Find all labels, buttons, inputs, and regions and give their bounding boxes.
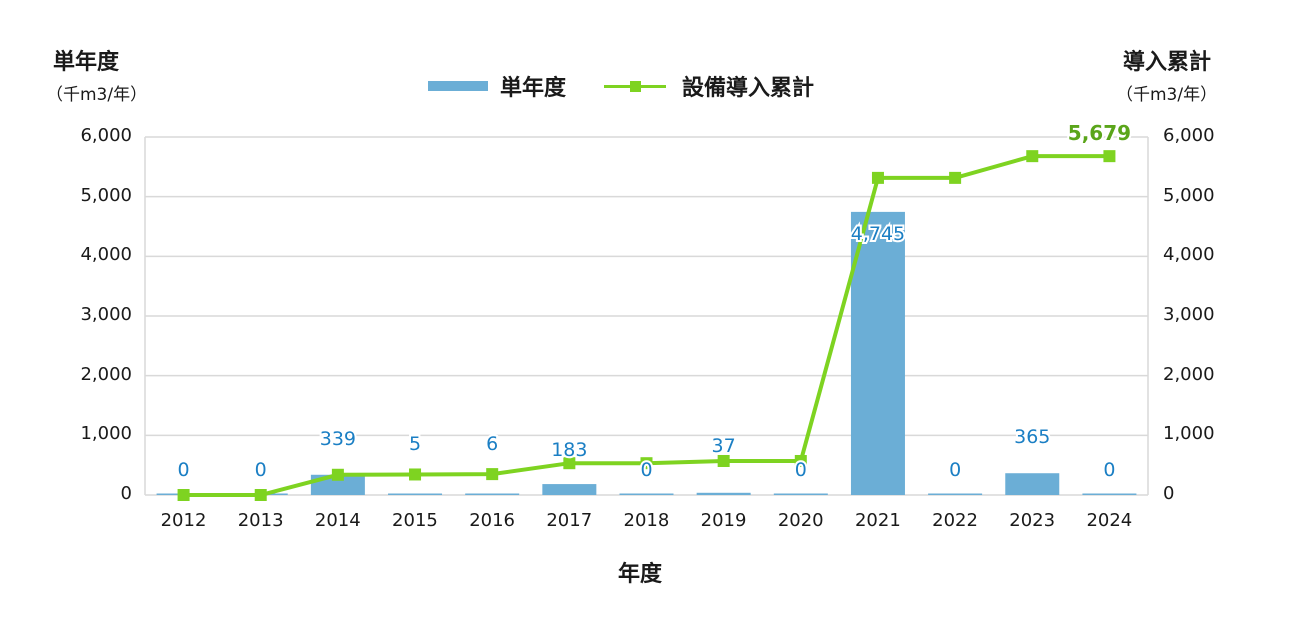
bar-2022 <box>928 493 983 495</box>
line-marker <box>1103 150 1116 163</box>
right-axis-unit: （千m3/年） <box>1116 85 1218 105</box>
bar-2021 <box>850 211 905 496</box>
x-tick-2016: 2016 <box>469 510 516 531</box>
bar-value-label: 4,745 <box>851 223 905 245</box>
x-tick-2023: 2023 <box>1009 510 1056 531</box>
x-tick-2014: 2014 <box>314 510 361 531</box>
bar-2015 <box>388 493 443 495</box>
right-y-tick: 3,000 <box>1163 304 1215 325</box>
bar-value-label: 0 <box>640 459 652 481</box>
line-marker <box>254 489 267 501</box>
line-marker <box>949 171 962 184</box>
right-y-tick: 5,000 <box>1163 184 1215 206</box>
bar-2023 <box>1005 473 1060 495</box>
bar-value-label: 0 <box>255 459 267 481</box>
bar-value-label: 365 <box>1014 426 1050 448</box>
cumulative-total-label: 5,679 <box>1068 121 1131 145</box>
bar-2020 <box>773 493 828 495</box>
line-marker <box>177 489 190 501</box>
bar-value-label: 5 <box>409 433 421 455</box>
x-tick-2020: 2020 <box>777 510 824 531</box>
left-y-tick: 4,000 <box>80 244 132 266</box>
bar-value-label: 183 <box>551 439 587 461</box>
bar-2017 <box>542 484 597 495</box>
left-y-tick: 0 <box>120 483 132 504</box>
bar-value-label: 0 <box>1103 459 1115 481</box>
bar-2016 <box>465 493 520 495</box>
left-y-tick: 6,000 <box>80 125 132 146</box>
bar-value-label: 37 <box>712 435 736 457</box>
x-axis-title: 年度 <box>618 562 663 587</box>
right-y-tick: 0 <box>1163 483 1175 504</box>
x-tick-2024: 2024 <box>1086 510 1133 531</box>
x-tick-2017: 2017 <box>546 510 593 531</box>
bar-value-label: 339 <box>320 428 356 450</box>
bar-value-label: 0 <box>178 459 190 481</box>
line-marker <box>486 468 499 481</box>
line-marker <box>409 468 422 481</box>
x-tick-2021: 2021 <box>854 510 901 531</box>
x-tick-2019: 2019 <box>700 510 747 531</box>
right-y-tick: 6,000 <box>1163 125 1215 146</box>
right-y-tick: 4,000 <box>1163 244 1215 266</box>
x-tick-2018: 2018 <box>623 510 670 531</box>
bar-value-label: 0 <box>795 459 807 481</box>
line-marker <box>871 171 884 184</box>
bar-2024 <box>1082 493 1137 495</box>
bar-value-label: 0 <box>949 459 961 481</box>
left-axis-title: 単年度 <box>53 50 120 75</box>
left-y-tick: 1,000 <box>80 423 132 445</box>
right-y-tick: 2,000 <box>1163 363 1215 385</box>
x-tick-2022: 2022 <box>932 510 978 531</box>
line-marker <box>794 454 807 467</box>
legend-line-swatch-icon <box>604 79 667 93</box>
line-marker <box>563 457 576 470</box>
legend-bar-swatch-icon <box>428 81 488 91</box>
bar-value-label: 6 <box>486 433 498 455</box>
right-axis-title: 導入累計 <box>1123 50 1212 75</box>
right-y-tick: 1,000 <box>1163 423 1215 445</box>
left-axis-unit: （千m3/年） <box>46 85 148 105</box>
legend-bar-label: 単年度 <box>500 76 567 101</box>
line-marker <box>331 468 344 481</box>
left-y-tick: 3,000 <box>80 304 132 325</box>
line-marker <box>717 454 730 467</box>
x-tick-2015: 2015 <box>392 510 438 531</box>
legend-line-label: 設備導入累計 <box>682 76 815 101</box>
left-y-tick: 5,000 <box>80 184 132 206</box>
x-tick-2012: 2012 <box>160 510 207 531</box>
bar-2018 <box>619 493 674 495</box>
line-marker <box>1026 150 1039 163</box>
line-marker <box>640 457 653 470</box>
legend: 単年度 設備導入累計 <box>428 70 814 102</box>
left-y-tick: 2,000 <box>80 363 132 385</box>
x-tick-2013: 2013 <box>237 510 284 531</box>
bar-2019 <box>696 492 751 495</box>
